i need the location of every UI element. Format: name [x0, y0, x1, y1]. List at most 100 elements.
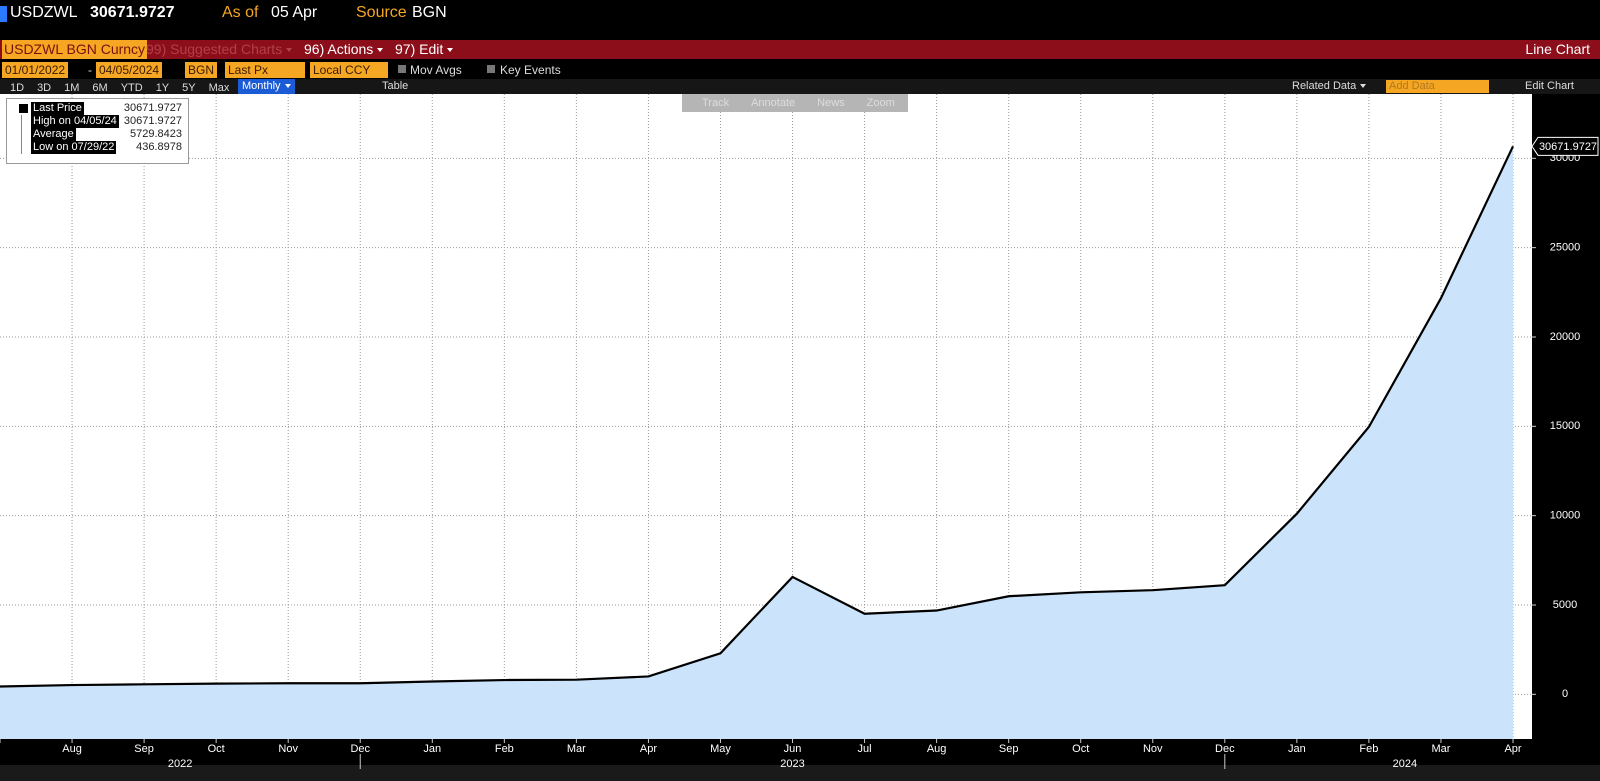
- chart-type[interactable]: Line Chart: [1525, 41, 1590, 57]
- legend-label: Last Price: [31, 102, 84, 115]
- legend-label-text: Average: [33, 128, 74, 140]
- x-tick-label: Nov: [1143, 743, 1163, 755]
- tool-button[interactable]: Zoom: [866, 97, 895, 109]
- suggested-text[interactable]: 99) Suggested Charts: [146, 41, 283, 57]
- security[interactable]: USDZWL BGN Curncy: [2, 40, 148, 59]
- year-label: 2024: [1393, 758, 1417, 770]
- y-tick-label: 0: [1562, 688, 1568, 700]
- source-label: Source: [356, 4, 407, 21]
- y-tick-label: 5000: [1553, 599, 1577, 611]
- x-tick-label: Sep: [134, 743, 154, 755]
- tool-button[interactable]: Annotate: [751, 97, 796, 109]
- source: BGN: [412, 4, 447, 21]
- x-tick-label: Nov: [278, 743, 298, 755]
- x-tick-label: Jul: [858, 743, 872, 755]
- x-tick-label: Mar: [1431, 743, 1450, 755]
- period-button[interactable]: YTD: [120, 82, 143, 94]
- legend-label: Low on 07/29/22: [31, 141, 117, 154]
- actions[interactable]: 96) Actions: [304, 40, 384, 59]
- period-button[interactable]: 5Y: [182, 82, 196, 94]
- y-tick-label: 25000: [1550, 242, 1581, 254]
- legend-icon: [21, 128, 22, 141]
- x-tick-label: Oct: [208, 743, 225, 755]
- mov-avgs[interactable]: Mov Avgs: [410, 63, 462, 77]
- checkbox[interactable]: [398, 65, 406, 73]
- frequency-text[interactable]: Monthly: [242, 80, 281, 92]
- x-tick-label: Apr: [640, 743, 657, 755]
- x-tick-label: Sep: [999, 743, 1019, 755]
- legend-icon: [21, 115, 22, 128]
- legend-row: High on 04/05/24 30671.9727: [7, 115, 188, 128]
- legend: Last Price 30671.9727 High on 04/05/24 3067…: [6, 98, 189, 164]
- line: [0, 145, 1514, 688]
- edit-text[interactable]: 97) Edit: [395, 41, 444, 57]
- legend-date: 04/05/24: [73, 115, 117, 127]
- x-tick-label: Apr: [1504, 743, 1521, 755]
- marker: [0, 6, 7, 22]
- legend-row: Average 5729.8423: [7, 128, 188, 141]
- add-data[interactable]: Add Data: [1386, 80, 1489, 93]
- x-tick-label: Feb: [495, 743, 514, 755]
- table-button[interactable]: Table: [382, 80, 409, 92]
- field[interactable]: Last Px: [225, 62, 305, 78]
- y-tick-label: 10000: [1550, 510, 1581, 522]
- period-button[interactable]: 6M: [92, 82, 108, 94]
- ticker: USDZWL: [10, 4, 78, 21]
- period-button[interactable]: 1D: [10, 82, 25, 94]
- value-label-box: [1531, 136, 1599, 156]
- related-data-text[interactable]: Related Data: [1292, 80, 1357, 92]
- header: USDZWL 30671.9727 As of 05 Apr Source BG…: [0, 0, 1600, 40]
- legend-value: 30671.9727: [123, 115, 182, 127]
- menu-bar: USDZWL BGN Curncy 99) Suggested Charts 9…: [0, 40, 1600, 59]
- actions-text[interactable]: 96) Actions: [304, 41, 374, 57]
- period-row: 1D 3D 1M 6M YTD 1Y 5Y Max Monthly Table Related…: [0, 79, 1600, 94]
- period-button[interactable]: 1M: [64, 82, 80, 94]
- legend-value: 30671.9727: [123, 102, 182, 114]
- source-field[interactable]: BGN: [185, 62, 218, 78]
- x-tick-label: Jun: [784, 743, 802, 755]
- period-button[interactable]: 1Y: [155, 82, 170, 94]
- tool-button[interactable]: Track: [702, 97, 730, 109]
- legend-label: Average: [31, 128, 76, 141]
- date-separator: -: [88, 63, 92, 77]
- legend-value: 436.8978: [136, 141, 182, 153]
- frequency[interactable]: Monthly: [238, 79, 295, 94]
- x-tick-label: Jan: [1288, 743, 1306, 755]
- x-tick-label: Aug: [62, 743, 82, 755]
- checkbox[interactable]: [487, 65, 495, 73]
- legend-label-text: Last Price: [33, 102, 82, 114]
- price: 30671.9727: [90, 4, 175, 21]
- currency[interactable]: Local CCY: [310, 62, 388, 78]
- legend-value: 5729.8423: [130, 128, 182, 140]
- legend-icon: [21, 141, 22, 154]
- edit[interactable]: 97) Edit: [395, 40, 454, 59]
- related-data[interactable]: Related Data: [1292, 79, 1367, 94]
- tool-button[interactable]: News: [817, 97, 845, 109]
- year-label: 2022: [168, 758, 192, 770]
- y-tick-label: 15000: [1550, 420, 1581, 432]
- edit-chart[interactable]: Edit Chart: [1525, 80, 1574, 92]
- legend-label: High on 04/05/24: [31, 115, 119, 128]
- periods: 1D 3D 1M 6M YTD 1Y 5Y Max: [10, 79, 242, 96]
- start-date[interactable]: 01/01/2022: [2, 62, 69, 78]
- legend-label-text: High on: [33, 115, 71, 127]
- suggested-charts[interactable]: 99) Suggested Charts: [146, 40, 293, 59]
- legend-row: Last Price 30671.9727: [7, 102, 188, 115]
- period-button[interactable]: Max: [208, 82, 230, 94]
- x-tick-label: Aug: [927, 743, 947, 755]
- key-events[interactable]: Key Events: [500, 63, 561, 77]
- as-of-label: As of: [222, 4, 259, 21]
- chart-toolbar: Track Annotate News Zoom: [682, 94, 908, 112]
- value-label: 30671.9727: [1539, 141, 1597, 153]
- x-tick-label: Jan: [423, 743, 441, 755]
- footer: [0, 765, 1600, 781]
- legend-row: Low on 07/29/22 436.8978: [7, 141, 188, 154]
- legend-label-text: Low on: [33, 141, 69, 153]
- end-date[interactable]: 04/05/2024: [96, 62, 163, 78]
- period-button[interactable]: 3D: [37, 82, 52, 94]
- x-tick-label: Mar: [567, 743, 586, 755]
- x-tick-label: Feb: [1359, 743, 1378, 755]
- y-tick-label: 20000: [1550, 331, 1581, 343]
